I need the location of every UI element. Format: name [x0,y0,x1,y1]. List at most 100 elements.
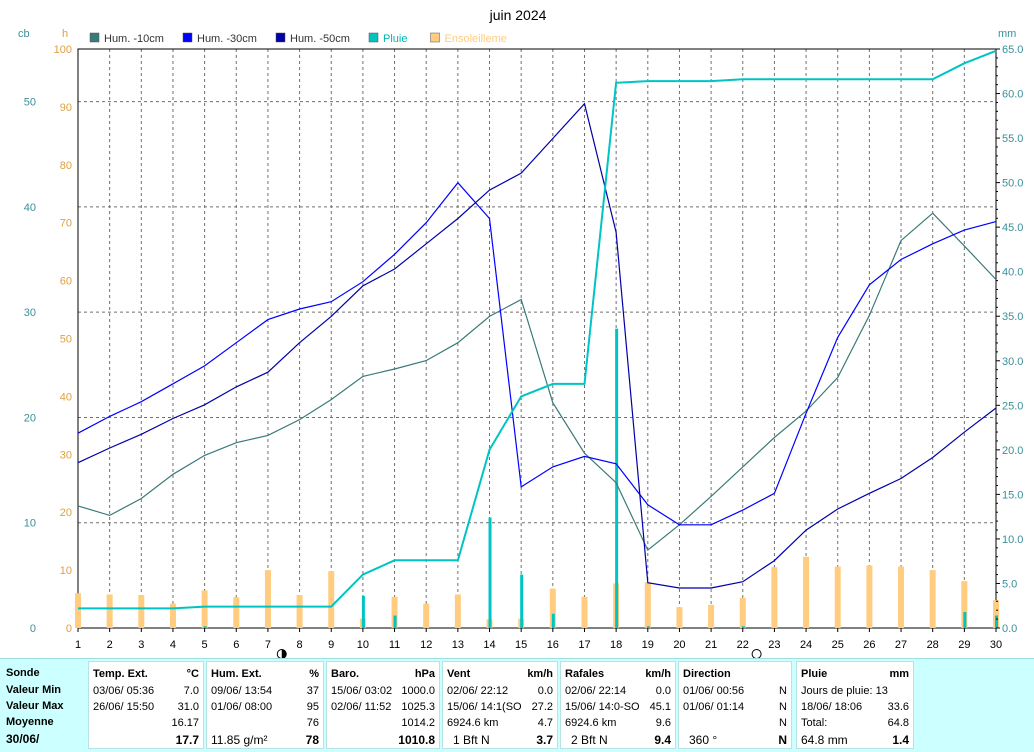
sunshine-bar [739,597,746,628]
pluie-current-extra: 64.8 mm [801,733,848,747]
hum-max-date: 01/06/ 08:00 [211,701,273,713]
sunshine-bar [708,604,715,628]
tick-label-x: 19 [642,639,654,651]
tick-label-x: 5 [202,639,208,651]
rain-daily-bar [741,626,745,628]
sunshine-bar [961,581,968,628]
temp-current-value: 17.7 [175,733,199,747]
direction-current-row: 360 ° N [683,732,787,748]
baro-current-value: 1010.8 [398,733,435,747]
tick-label-x: 16 [547,639,559,651]
tick-label-x: 29 [958,639,970,651]
baro-min-date: 15/06/ 03:02 [331,685,393,697]
direction-avg-value: N [779,717,787,729]
tick-label-mm: 25.0 [1002,400,1023,412]
pluie-current-value: 1.4 [892,733,909,747]
legend-swatch [430,32,440,43]
direction-max-row: 01/06/ 01:14 N [683,699,787,715]
series-line [77,102,997,589]
direction-min-date: 01/06/ 00:56 [683,685,745,697]
baro-max-value: 1025.3 [401,701,435,713]
label-sonde: Sonde [6,667,40,679]
plot-background [78,49,996,628]
vent-avg-value: 4.7 [537,717,553,729]
stats-col-labels: Sonde Valeur Min Valeur Max Moyenne 30/0… [2,661,86,749]
vent-avg-row: 6924.6 km 4.7 [447,715,553,731]
sunshine-bar [929,570,936,628]
sunshine-bar [233,597,240,628]
axis-unit-cb: cb [18,28,30,40]
legend-swatch [275,32,286,43]
tick-label-h: 40 [60,391,72,403]
tick-label-mm: 40.0 [1002,267,1023,279]
label-min: Valeur Min [6,684,62,696]
sunshine-bar [993,600,999,628]
tick-label-cb: 30 [24,307,36,319]
tick-label-h: 10 [60,565,72,577]
sunshine-bar [581,596,588,628]
rain-daily-bar [646,626,650,628]
hum-current-row: 11.85 g/m² 78 [211,732,319,748]
vent-current-row: 1 Bft N 3.7 [447,732,553,748]
tick-label-x: 30 [990,639,1002,651]
stats-col-rafales: Rafales km/h 02/06/ 22:14 0.0 15/06/ 14:0-… [560,661,676,749]
vent-unit: km/h [527,668,553,680]
sunshine-bar [106,594,113,628]
direction-current-value: N [778,733,787,747]
legend-label: Pluie [383,33,407,45]
rafales-min-date: 02/06/ 22:14 [565,685,627,697]
rafales-title: Rafales [565,668,605,680]
temp-header: Temp. Ext. °C [93,666,199,682]
direction-max-value: N [779,701,787,713]
rain-cumulative-line [78,49,997,610]
direction-min-row: 01/06/ 00:56 N [683,683,787,699]
hum-max-row: 01/06/ 08:00 95 [211,699,319,715]
legend-label: Hum. -10cm [104,33,164,45]
legend-label: Ensoleilleme [445,33,507,45]
vent-min-value: 0.0 [537,685,553,697]
sunshine-bar [169,603,176,628]
tick-label-x: 11 [389,639,400,651]
sunshine-bar [898,566,905,628]
sunshine-bar [454,594,461,628]
sunshine-bar [296,594,303,628]
baro-avg-row: 1014.2 [331,715,435,731]
tick-label-h: 90 [60,102,72,114]
hum-avg-row: 76 [211,715,319,731]
rafales-unit: km/h [645,668,671,680]
tick-label-x: 25 [832,639,844,651]
temp-avg-row: 16.17 [93,715,199,731]
tick-label-x: 9 [328,639,334,651]
stats-col-temp: Temp. Ext. °C 03/06/ 05:36 7.0 26/06/ 15:5… [88,661,204,749]
pluie-max-value: 33.6 [887,701,909,713]
tick-label-mm: 45.0 [1002,222,1023,234]
tick-label-mm: 60.0 [1002,89,1023,101]
tick-label-h: 30 [60,449,72,461]
sunshine-bar [771,567,778,628]
baro-avg-value: 1014.2 [401,717,435,729]
tick-label-x: 3 [138,639,144,651]
rain-daily-bar [520,574,524,628]
tick-label-x: 15 [515,639,527,651]
rain-daily-bar [551,613,555,628]
pluie-total-label: Total: [801,717,828,729]
legend-label: Hum. -50cm [290,33,350,45]
sunshine-bar [834,566,841,628]
tick-label-mm: 0.0 [1002,623,1017,635]
legend-swatch [89,32,100,43]
temp-max-date: 26/06/ 15:50 [93,701,155,713]
temp-current-row: 17.7 [93,732,199,748]
vent-current-extra: 1 Bft N [453,733,490,747]
stats-col-baro: Baro. hPa 15/06/ 03:02 1000.0 02/06/ 11:52… [326,661,440,749]
sunshine-bar [75,593,81,628]
rain-daily-bar [393,615,397,628]
tick-label-x: 28 [927,639,939,651]
rain-daily-bar [203,626,207,628]
sunshine-bar [391,596,398,628]
chart-title: juin 2024 [489,7,547,23]
rafales-avg-extra: 6924.6 km [565,717,617,729]
vent-header: Vent km/h [447,666,553,682]
rain-daily-bar [615,328,619,628]
tick-label-x: 20 [673,639,685,651]
